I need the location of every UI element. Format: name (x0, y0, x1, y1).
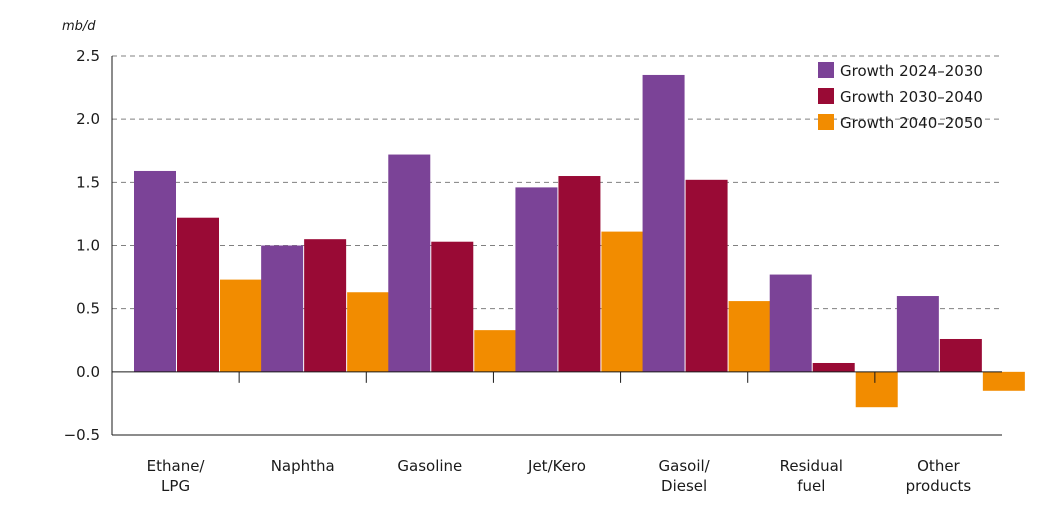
y-tick-label: 0.5 (76, 300, 100, 318)
x-category-label-line: Other (917, 457, 960, 475)
bar (220, 279, 262, 372)
bar (685, 179, 728, 372)
bar (642, 74, 685, 372)
bar (388, 154, 431, 372)
bar (982, 371, 1025, 391)
x-category-label: Residual fuel (780, 457, 843, 495)
x-category-label-line: products (906, 477, 972, 495)
x-category-label-line: Gasoline (397, 457, 462, 475)
bar (728, 301, 771, 372)
x-category-label-line: LPG (161, 477, 190, 495)
bar (896, 296, 939, 372)
legend-label: Growth 2030–2040 (840, 88, 983, 106)
y-tick-label: 2.5 (76, 47, 100, 65)
y-axis-unit-label: mb/d (62, 19, 96, 34)
bars (134, 74, 1025, 408)
bar (939, 338, 982, 372)
x-category-label-line: Ethane/ (147, 457, 206, 475)
bar (177, 217, 219, 372)
bar (304, 239, 347, 372)
x-category-label-line: Diesel (661, 477, 707, 495)
x-category-label: Naphtha (271, 457, 335, 475)
x-category-label-line: Jet/Kero (527, 457, 586, 475)
x-category-label: Gasoline (397, 457, 462, 475)
x-category-label: Ethane/LPG (147, 457, 206, 495)
bar (261, 245, 304, 372)
bar (474, 330, 517, 372)
y-tick-label: −0.5 (64, 426, 100, 444)
bar (515, 187, 558, 372)
y-tick-label: 0.0 (76, 363, 100, 381)
y-tick-label: 2.0 (76, 110, 100, 128)
bar (558, 176, 601, 372)
x-category-label: Gasoil/Diesel (659, 457, 711, 495)
x-category-label-line: Naphtha (271, 457, 335, 475)
legend-label: Growth 2024–2030 (840, 62, 983, 80)
y-axis-ticks: −0.5 0.0 0.5 1.0 1.5 2.0 2.5 (64, 47, 100, 444)
y-tick-label: 1.0 (76, 237, 100, 255)
y-tick-label: 1.5 (76, 173, 100, 191)
bar (769, 274, 812, 372)
x-axis-categories: Ethane/LPG Naphtha Gasoline Jet/Kero Gasoil/… (147, 371, 972, 495)
x-category-label-line: Gasoil/ (659, 457, 711, 475)
x-category-label: Other products (906, 457, 972, 495)
legend-swatch (818, 88, 834, 104)
x-category-label-line: Residual (780, 457, 843, 475)
gridlines (112, 55, 1002, 310)
legend-swatch (818, 114, 834, 130)
x-category-label: Jet/Kero (527, 457, 586, 475)
legend-swatch (818, 62, 834, 78)
bar (855, 371, 898, 408)
bar (134, 170, 176, 372)
bar (601, 231, 644, 372)
legend-label: Growth 2040–2050 (840, 114, 983, 132)
bar (431, 241, 474, 372)
bar (347, 292, 390, 372)
x-category-label-line: fuel (797, 477, 825, 495)
legend: Growth 2024–2030 Growth 2030–2040 Growth 2… (818, 62, 983, 132)
bar (812, 362, 855, 372)
